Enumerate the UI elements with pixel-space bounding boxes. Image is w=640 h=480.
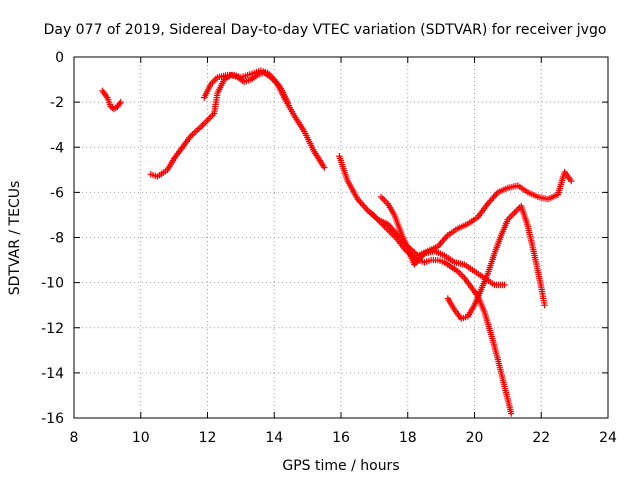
series-arc-4 (336, 153, 575, 259)
y-tick-label: -16 (41, 411, 64, 427)
x-axis-label: GPS time / hours (282, 458, 399, 474)
data-point (443, 233, 450, 241)
x-tick-label: 8 (70, 430, 79, 446)
data-point (491, 192, 499, 199)
data-point (508, 410, 515, 417)
data-point (568, 177, 575, 185)
x-tick-label: 16 (332, 430, 350, 446)
x-tick-label: 12 (199, 430, 217, 446)
axis-ticks: 8 10 12 14 16 18 20 22 24 0 -2 -4 -6 -8 -10 -12 -14 -16 (41, 50, 617, 446)
data-point (360, 202, 367, 209)
series-arc-7 (444, 202, 548, 322)
y-tick-label: -2 (50, 95, 64, 111)
y-tick-label: -6 (50, 185, 64, 201)
x-tick-label: 10 (132, 430, 150, 446)
data-point (541, 301, 548, 309)
data-points (99, 67, 575, 417)
data-point (116, 100, 123, 107)
data-point (488, 195, 496, 203)
data-point (357, 199, 364, 206)
y-tick-label: -14 (41, 366, 64, 382)
y-tick-label: 0 (55, 50, 64, 66)
data-point (441, 235, 449, 242)
data-point (284, 98, 291, 106)
x-tick-label: 22 (532, 430, 550, 446)
series-arc-2 (147, 69, 328, 180)
data-point (490, 194, 497, 201)
y-axis-label: SDTVAR / TECUs (7, 181, 23, 296)
series-arc-1 (99, 87, 124, 113)
y-tick-label: -12 (41, 321, 64, 337)
series-arc-5 (367, 209, 515, 417)
data-point (117, 98, 124, 106)
data-point (363, 205, 370, 213)
data-point (321, 164, 328, 171)
data-point (487, 197, 494, 204)
x-tick-label: 20 (466, 430, 484, 446)
data-point (361, 204, 369, 211)
x-tick-label: 14 (265, 430, 283, 446)
chart-title: Day 077 of 2019, Sidereal Day-to-day VTE… (44, 22, 607, 38)
grid (74, 57, 608, 418)
x-tick-label: 18 (399, 430, 417, 446)
data-point (437, 240, 444, 247)
y-tick-label: -4 (50, 140, 64, 156)
series-arc-3 (200, 67, 291, 106)
data-point (358, 200, 366, 208)
data-point (501, 281, 508, 289)
data-point (440, 236, 447, 244)
y-tick-label: -10 (41, 276, 64, 292)
data-point (438, 238, 446, 245)
y-tick-label: -8 (50, 231, 64, 247)
x-tick-label: 24 (599, 430, 617, 446)
